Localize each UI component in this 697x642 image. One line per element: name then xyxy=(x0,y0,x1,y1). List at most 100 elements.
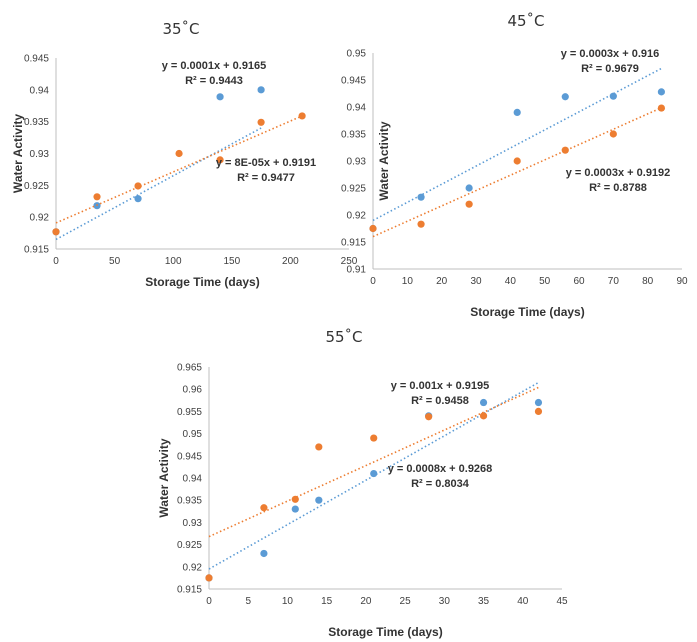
data-point-series-2 xyxy=(205,574,213,582)
y-tick-label: 0.94 xyxy=(183,474,203,485)
x-tick-label: 40 xyxy=(517,596,529,607)
x-tick-label: 45 xyxy=(556,596,568,607)
x-tick-label: 5 xyxy=(245,596,251,607)
data-point-series-1 xyxy=(291,505,299,513)
data-point-series-1 xyxy=(370,469,378,478)
data-point-series-1 xyxy=(657,88,666,96)
x-axis-label: Storage Time (days) xyxy=(328,625,442,639)
trendline-equation: y = 0.0008x + 0.9268 xyxy=(388,463,493,475)
y-tick-label: 0.93 xyxy=(347,157,367,168)
data-point-series-2 xyxy=(93,193,101,201)
x-tick-label: 10 xyxy=(282,596,294,607)
trendline-equation: y = 0.0003x + 0.916 xyxy=(561,48,659,60)
trendline-equation: y = 0.0001x + 0.9165 xyxy=(162,60,267,72)
data-point-series-1 xyxy=(561,93,569,101)
x-tick-label: 20 xyxy=(360,596,372,607)
chart-title: 55˚C xyxy=(325,328,362,346)
data-point-series-1 xyxy=(315,496,323,504)
y-tick-label: 0.935 xyxy=(341,130,366,141)
chart-3: 55˚C 0.915 0.92 0.925 0.93 0.935 0.94 0.945 0.95… xyxy=(157,328,568,639)
x-tick-label: 0 xyxy=(53,256,59,267)
data-point-series-1 xyxy=(609,92,617,100)
y-tick-label: 0.915 xyxy=(24,245,49,256)
trendline-r-squared: R² = 0.8788 xyxy=(589,182,647,194)
data-point-series-1 xyxy=(534,398,543,407)
x-tick-label: 70 xyxy=(608,276,620,287)
x-tick-label: 50 xyxy=(109,256,121,267)
y-tick-label: 0.93 xyxy=(183,518,203,529)
data-point-series-1 xyxy=(417,193,425,201)
data-point-series-2 xyxy=(561,146,569,154)
y-axis-label: Water Activity xyxy=(11,114,25,193)
x-tick-label: 15 xyxy=(321,596,333,607)
data-point-series-2 xyxy=(479,412,488,420)
x-tick-label: 30 xyxy=(439,596,451,607)
y-tick-label: 0.92 xyxy=(30,213,50,224)
x-tick-label: 10 xyxy=(402,276,414,287)
trendline-equation: y = 0.0003x + 0.9192 xyxy=(566,167,671,179)
x-tick-label: 50 xyxy=(539,276,551,287)
data-point-series-1 xyxy=(216,93,224,101)
trendline-equation: y = 8E-05x + 0.9191 xyxy=(216,157,316,169)
data-point-series-2 xyxy=(291,495,299,503)
y-tick-label: 0.915 xyxy=(341,238,366,249)
x-tick-label: 80 xyxy=(642,276,654,287)
y-tick-label: 0.965 xyxy=(177,363,202,374)
x-tick-label: 0 xyxy=(206,596,212,607)
data-point-series-1 xyxy=(465,184,473,192)
x-axis-label: Storage Time (days) xyxy=(145,275,259,289)
y-tick-label: 0.955 xyxy=(177,407,202,418)
x-axis-label: Storage Time (days) xyxy=(470,305,584,319)
data-point-series-2 xyxy=(315,443,323,451)
x-tick-label: 90 xyxy=(676,276,688,287)
data-point-series-2 xyxy=(216,156,224,164)
x-tick-label: 100 xyxy=(165,256,182,267)
chart-2: 45˚C 0.91 0.915 0.92 0.925 0.93 0.935 0.94 0.945… xyxy=(341,12,688,319)
y-axis-label: Water Activity xyxy=(157,438,171,517)
chart-title: 45˚C xyxy=(507,12,544,30)
trendline-r-squared: R² = 0.8034 xyxy=(411,478,470,490)
x-tick-label: 35 xyxy=(478,596,490,607)
data-point-series-1 xyxy=(513,108,521,116)
y-tick-label: 0.935 xyxy=(24,117,49,128)
data-point-series-2 xyxy=(257,118,265,126)
data-point-series-2 xyxy=(513,157,521,165)
y-tick-label: 0.93 xyxy=(30,149,50,160)
x-tick-label: 250 xyxy=(341,256,358,267)
x-tick-label: 0 xyxy=(370,276,376,287)
chart-title: 35˚C xyxy=(162,20,199,38)
x-tick-label: 20 xyxy=(436,276,448,287)
data-point-series-1 xyxy=(260,549,268,558)
y-tick-label: 0.94 xyxy=(30,85,50,96)
trendline-series-2 xyxy=(372,107,662,238)
data-point-series-2 xyxy=(417,220,425,228)
data-point-series-2 xyxy=(260,504,268,512)
data-point-series-2 xyxy=(52,228,60,236)
data-point-series-2 xyxy=(657,104,666,112)
data-point-series-2 xyxy=(175,149,183,158)
y-axis-label: Water Activity xyxy=(377,121,391,200)
trendline-series-1 xyxy=(372,67,662,222)
x-tick-label: 40 xyxy=(505,276,517,287)
y-tick-label: 0.925 xyxy=(24,181,49,192)
y-tick-label: 0.925 xyxy=(341,184,366,195)
y-tick-label: 0.95 xyxy=(183,429,203,440)
x-tick-label: 30 xyxy=(470,276,482,287)
x-tick-label: 200 xyxy=(282,256,299,267)
data-point-series-2 xyxy=(298,112,306,120)
y-tick-label: 0.91 xyxy=(347,265,367,276)
y-tick-label: 0.935 xyxy=(177,496,202,507)
y-tick-label: 0.925 xyxy=(177,540,202,551)
trendline-r-squared: R² = 0.9679 xyxy=(581,63,639,75)
data-point-series-2 xyxy=(369,224,377,233)
data-point-series-2 xyxy=(534,407,543,415)
data-point-series-2 xyxy=(465,200,473,208)
x-tick-label: 60 xyxy=(573,276,585,287)
y-tick-label: 0.95 xyxy=(347,49,367,60)
data-point-series-2 xyxy=(609,130,617,138)
y-tick-label: 0.915 xyxy=(177,585,202,596)
trendline-series-2 xyxy=(55,115,303,224)
y-tick-label: 0.945 xyxy=(177,451,202,462)
trendline-series-1 xyxy=(55,127,262,241)
